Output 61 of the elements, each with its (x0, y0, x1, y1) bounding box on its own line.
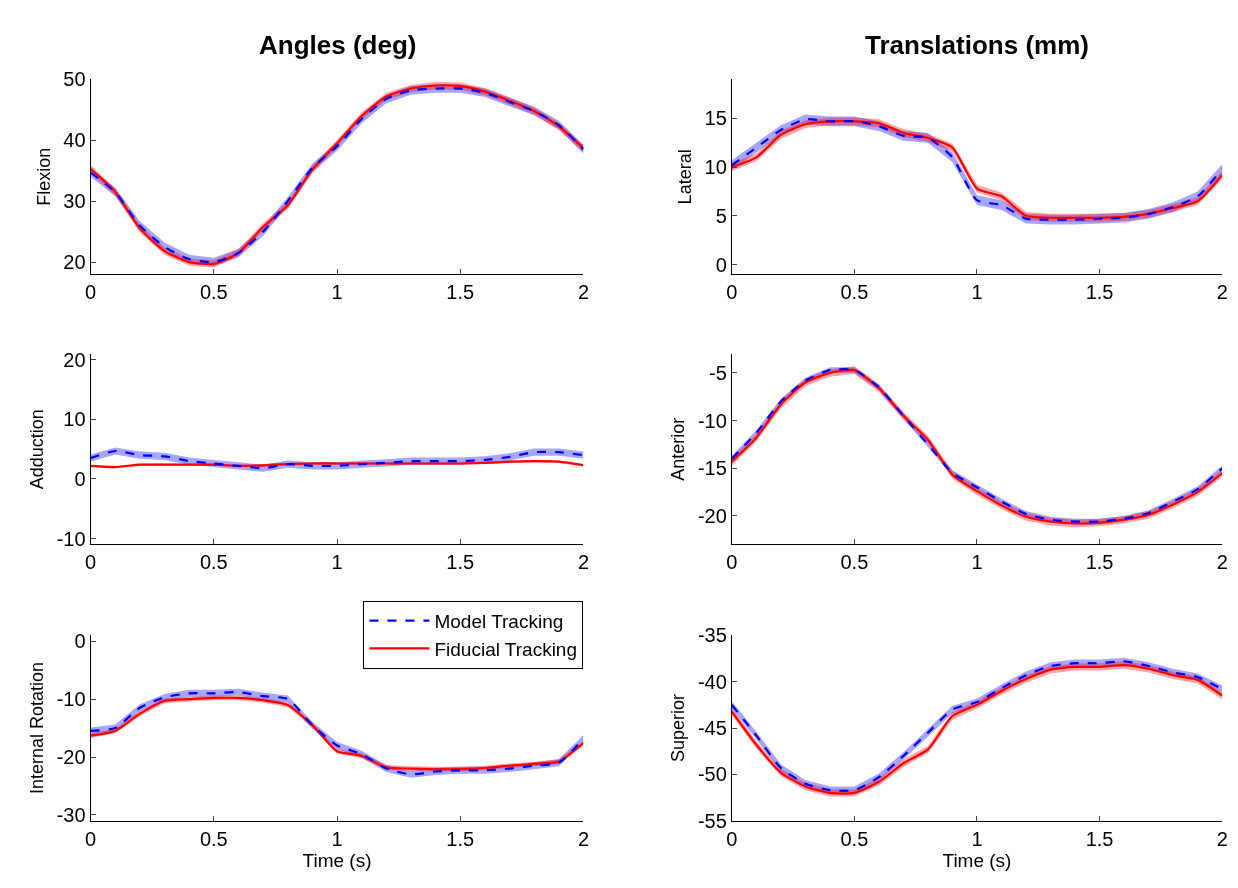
x-tick-label: 2 (577, 827, 590, 850)
y-tick-label: -55 (697, 809, 727, 832)
x-tick-label: 2 (1216, 827, 1228, 850)
y-tick-label: 10 (704, 156, 727, 179)
y-tick-label: -15 (697, 457, 727, 480)
x-tick-label: 1.5 (446, 281, 475, 304)
chart-title: Translations (mm) (865, 30, 1089, 60)
legend-label: Model Tracking (434, 611, 564, 633)
x-tick-label: 1.5 (1085, 281, 1114, 304)
y-tick-label: -20 (697, 504, 727, 527)
x-tick-label: 0.5 (840, 551, 869, 574)
x-tick-label: 1 (971, 827, 983, 850)
chart-title: Angles (deg) (259, 30, 417, 60)
x-axis-title: Time (s) (302, 849, 372, 871)
x-tick-label: 0.5 (199, 281, 228, 304)
y-tick-label: -35 (697, 624, 727, 647)
y-tick-label: -40 (697, 670, 727, 693)
y-tick-label: 5 (715, 204, 727, 227)
y-tick-label: -50 (697, 763, 727, 786)
x-tick-label: 0.5 (199, 827, 228, 850)
x-tick-label: 0.5 (840, 281, 869, 304)
y-tick-label: -10 (56, 688, 86, 711)
y-axis-title: Internal Rotation (26, 662, 47, 795)
y-tick-label: -20 (56, 746, 86, 769)
y-tick-label: -10 (697, 409, 727, 432)
x-tick-label: 1 (971, 281, 983, 304)
y-tick-label: -5 (709, 361, 727, 384)
y-axis-title: Adduction (26, 409, 47, 490)
y-tick-label: 0 (74, 630, 86, 653)
y-tick-label: 50 (63, 68, 86, 91)
x-tick-label: 2 (1216, 551, 1228, 574)
y-axis-title: Flexion (33, 147, 54, 206)
x-tick-label: 1 (331, 281, 343, 304)
x-tick-label: 2 (577, 551, 590, 574)
legend-label: Fiducial Tracking (434, 638, 578, 660)
y-tick-label: 10 (63, 408, 86, 431)
y-tick-label: -10 (56, 527, 86, 550)
y-tick-label: -30 (56, 803, 86, 826)
x-tick-label: 2 (577, 281, 590, 304)
x-tick-label: 2 (1216, 281, 1228, 304)
y-axis-title: Superior (668, 694, 689, 763)
x-axis-title: Time (s) (942, 849, 1012, 871)
y-axis-title: Lateral (674, 149, 695, 205)
y-tick-label: -45 (697, 717, 727, 740)
x-tick-label: 1 (331, 551, 343, 574)
y-tick-label: 15 (704, 107, 727, 130)
x-tick-label: 1.5 (1085, 827, 1114, 850)
x-tick-label: 0.5 (199, 551, 228, 574)
x-tick-label: 0.5 (840, 827, 869, 850)
y-tick-label: 20 (63, 348, 86, 371)
y-tick-label: 0 (74, 467, 86, 490)
x-tick-label: 1 (971, 551, 983, 574)
y-tick-label: 20 (63, 251, 86, 274)
x-tick-label: 1.5 (446, 827, 475, 850)
y-tick-label: 40 (63, 129, 86, 152)
x-tick-label: 1.5 (446, 551, 475, 574)
y-axis-title: Anterior (668, 417, 689, 481)
x-tick-label: 1.5 (1085, 551, 1114, 574)
y-tick-label: 0 (715, 253, 727, 276)
x-tick-label: 1 (331, 827, 343, 850)
y-tick-label: 30 (63, 190, 86, 213)
